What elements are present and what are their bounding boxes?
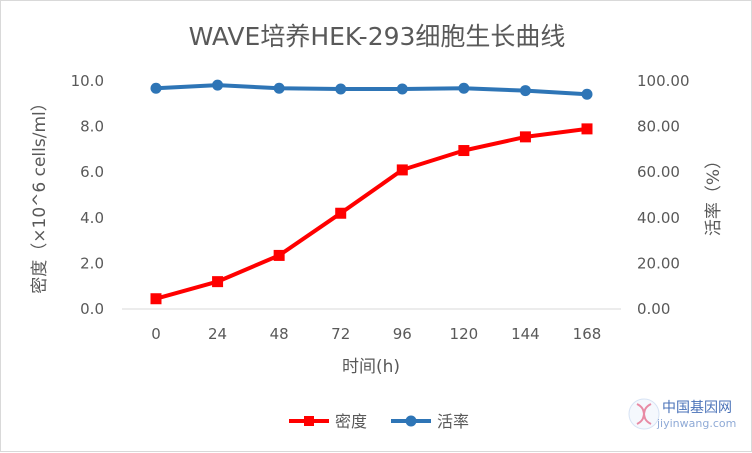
legend-item-density: 密度 (289, 412, 367, 431)
density-point (335, 207, 347, 219)
x-axis-ticks: 0 24 48 72 96 120 144 168 (151, 325, 601, 343)
density-point (396, 164, 408, 176)
density-point (273, 249, 285, 261)
watermark-site-url: jiyinwang.com (656, 417, 736, 430)
right-y-tick-label: 40.00 (637, 209, 680, 227)
viability-point (519, 85, 531, 97)
right-y-tick-label: 20.00 (637, 254, 680, 272)
right-y-tick-label: 80.00 (637, 118, 680, 136)
left-y-tick-label: 0.0 (80, 300, 104, 318)
x-tick-label: 120 (450, 325, 479, 343)
x-tick-label: 72 (331, 325, 350, 343)
density-point (458, 145, 470, 157)
x-axis-title: 时间(h) (342, 357, 400, 377)
x-tick-label: 24 (208, 325, 227, 343)
density-point (581, 123, 593, 135)
left-y-axis-title: 密度（×10^6 cells/ml） (30, 94, 50, 293)
left-y-tick-label: 4.0 (80, 209, 104, 227)
viability-point (335, 83, 347, 95)
x-tick-label: 168 (573, 325, 602, 343)
viability-point (273, 82, 285, 94)
x-tick-label: 96 (393, 325, 412, 343)
density-point (150, 293, 162, 305)
viability-point (581, 88, 593, 100)
density-point (519, 131, 531, 143)
legend-item-viability: 活率 (391, 412, 469, 431)
density-point (212, 276, 224, 288)
viability-point (150, 82, 162, 94)
left-y-axis-ticks: 0.0 2.0 4.0 6.0 8.0 10.0 (71, 72, 104, 318)
left-y-tick-label: 2.0 (80, 254, 104, 272)
watermark-site-name: 中国基因网 (662, 399, 732, 416)
chart-title: WAVE培养HEK-293细胞生长曲线 (189, 22, 566, 51)
x-tick-label: 144 (511, 325, 540, 343)
right-y-axis-title: 活率（%） (704, 152, 724, 236)
viability-series-line (154, 83, 589, 97)
left-y-tick-label: 8.0 (80, 118, 104, 136)
x-tick-label: 0 (151, 325, 161, 343)
density-series-line (154, 126, 589, 301)
right-y-tick-label: 60.00 (637, 163, 680, 181)
left-y-tick-label: 6.0 (80, 163, 104, 181)
viability-point (396, 83, 408, 95)
right-y-tick-label: 100.00 (637, 72, 690, 90)
right-y-axis-ticks: 0.00 20.00 40.00 60.00 80.00 100.00 (637, 72, 690, 318)
right-y-tick-label: 0.00 (637, 300, 670, 318)
legend-label-density: 密度 (335, 412, 367, 431)
watermark: 中国基因网 jiyinwang.com (628, 398, 736, 430)
series-layer (150, 79, 593, 305)
x-tick-label: 48 (270, 325, 289, 343)
dna-logo-icon-strand (636, 403, 652, 425)
legend-label-viability: 活率 (437, 412, 469, 431)
legend: 密度 活率 (289, 412, 469, 431)
viability-point (458, 82, 470, 94)
viability-point (212, 79, 224, 91)
left-y-tick-label: 10.0 (71, 72, 104, 90)
